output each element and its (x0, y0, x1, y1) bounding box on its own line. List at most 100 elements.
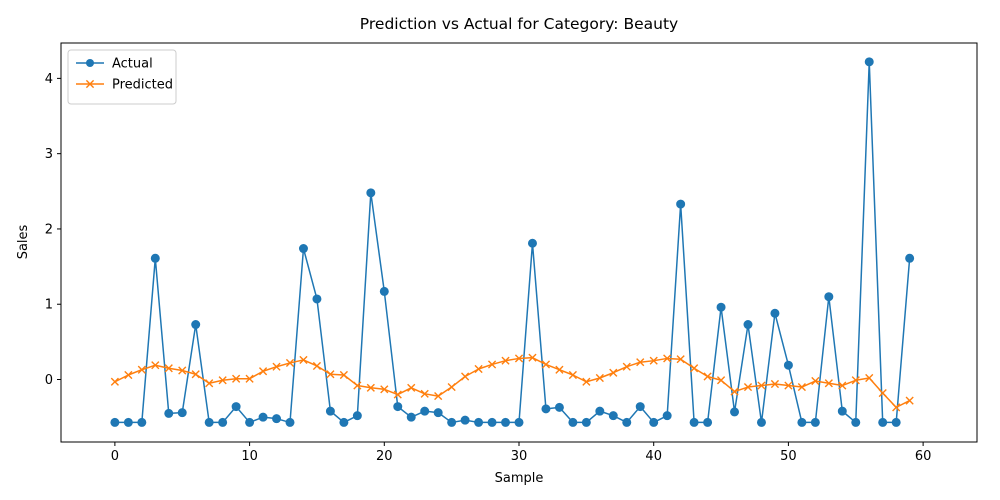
data-point-actual (487, 417, 497, 427)
data-point-actual (608, 411, 618, 421)
data-point-predicted (218, 376, 227, 385)
data-point-actual (460, 415, 470, 425)
data-point-predicted (730, 387, 739, 396)
data-point-actual (501, 417, 511, 427)
data-point-predicted (137, 365, 146, 374)
data-point-predicted (393, 390, 402, 399)
data-point-actual (393, 402, 403, 412)
data-point-actual (568, 417, 578, 427)
x-tick-label: 10 (241, 449, 258, 464)
data-point-actual (231, 402, 241, 412)
data-point-predicted (528, 353, 537, 362)
data-point-predicted (622, 362, 631, 371)
data-point-predicted (420, 389, 429, 398)
legend-marker (86, 59, 94, 67)
y-axis-label: Sales (16, 224, 31, 259)
data-point-actual (514, 417, 524, 427)
data-point-predicted (636, 358, 645, 367)
data-point-actual (783, 360, 793, 370)
data-point-actual (474, 417, 484, 427)
data-point-predicted (434, 391, 443, 401)
x-tick-label: 0 (111, 449, 119, 464)
series-layer (110, 57, 915, 427)
data-point-predicted (663, 354, 672, 363)
data-point-predicted (326, 370, 335, 379)
data-point-predicted (447, 382, 456, 392)
legend-label: Predicted (112, 78, 173, 93)
x-tick-label: 40 (645, 449, 662, 464)
data-point-actual (447, 417, 457, 427)
y-tick-label: 4 (45, 72, 53, 87)
chart-title: Prediction vs Actual for Category: Beaut… (360, 15, 678, 33)
data-point-predicted (474, 364, 483, 374)
data-point-predicted (743, 382, 753, 392)
data-point-predicted (824, 379, 833, 388)
data-point-actual (352, 411, 362, 421)
data-point-predicted (205, 379, 214, 388)
y-tick-label: 0 (45, 373, 53, 388)
data-point-actual (433, 408, 443, 418)
data-point-predicted (690, 364, 699, 373)
data-point-actual (824, 292, 834, 302)
data-point-predicted (487, 360, 497, 369)
data-point-predicted (312, 361, 322, 371)
x-axis-label: Sample (495, 471, 544, 486)
legend-item-actual: Actual (76, 57, 153, 72)
legend-label: Actual (112, 57, 153, 72)
data-point-predicted (555, 365, 564, 374)
data-point-predicted (797, 382, 806, 392)
data-point-actual (541, 404, 551, 414)
data-point-predicted (514, 354, 524, 363)
data-point-actual (110, 417, 120, 427)
data-point-actual (420, 406, 430, 416)
data-point-predicted (609, 368, 618, 377)
data-point-actual (379, 286, 389, 296)
data-point-actual (878, 417, 888, 427)
data-point-actual (191, 320, 201, 330)
data-point-actual (406, 412, 416, 422)
data-point-predicted (164, 364, 173, 373)
data-point-predicted (407, 383, 416, 392)
data-point-actual (527, 238, 537, 248)
data-point-actual (837, 406, 847, 416)
legend-items: Actual Predicted (76, 57, 173, 93)
data-point-predicted (676, 355, 685, 364)
data-point-actual (635, 402, 645, 412)
data-point-actual (272, 414, 282, 424)
data-point-actual (756, 417, 766, 427)
x-tick-label: 50 (780, 449, 797, 464)
x-tick-label: 60 (915, 449, 932, 464)
series-line-predicted (114, 356, 910, 409)
data-point-actual (312, 294, 322, 304)
axes-ticks: 0 10 20 30 40 50 60 0 1 2 3 4 (45, 72, 932, 464)
data-point-actual (730, 407, 740, 417)
data-point-predicted (232, 374, 241, 383)
legend-marker (85, 79, 95, 89)
data-point-actual (770, 308, 780, 318)
data-point-actual (716, 302, 726, 312)
data-point-predicted (811, 376, 820, 386)
data-point-predicted (353, 381, 362, 390)
data-point-predicted (851, 376, 860, 385)
data-point-predicted (878, 388, 887, 398)
data-point-actual (810, 417, 820, 427)
data-point-actual (339, 417, 349, 427)
data-point-actual (554, 402, 564, 412)
data-point-actual (325, 406, 335, 416)
data-point-actual (204, 417, 214, 427)
data-point-actual (164, 408, 174, 418)
data-point-predicted (582, 377, 591, 386)
data-point-predicted (245, 374, 254, 383)
series-actual (110, 57, 915, 427)
data-point-predicted (299, 355, 308, 365)
legend: Actual Predicted (67, 49, 177, 105)
data-point-actual (595, 406, 605, 416)
data-point-actual (891, 417, 901, 427)
data-point-predicted (892, 403, 901, 412)
data-point-predicted (285, 358, 295, 368)
data-point-actual (662, 411, 672, 421)
data-point-predicted (905, 396, 914, 405)
data-point-actual (622, 417, 632, 427)
